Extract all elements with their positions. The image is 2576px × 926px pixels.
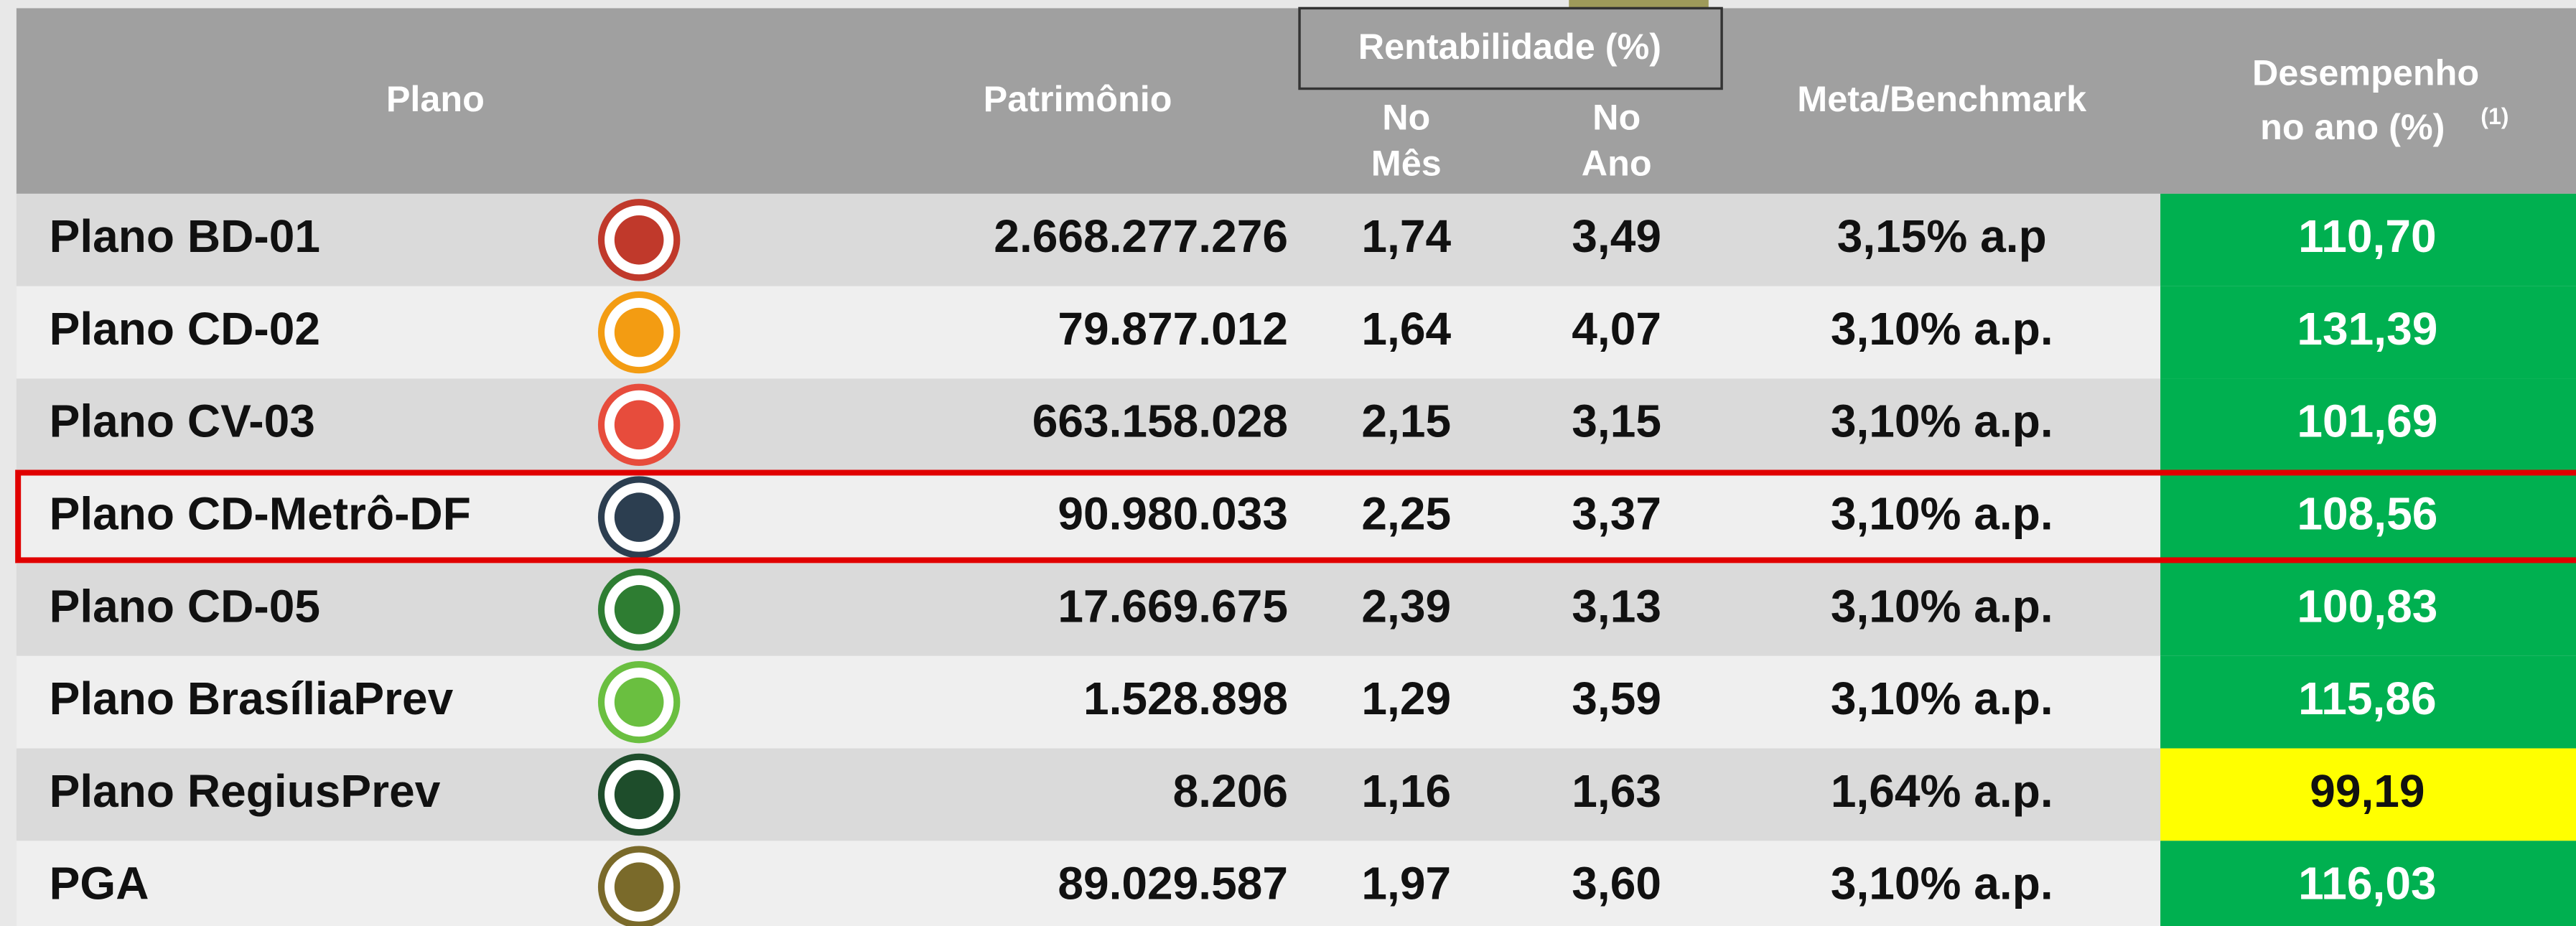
rent-ano: 3,60 [1572, 858, 1661, 909]
meta: 3,10% a.p. [1831, 396, 2053, 447]
desempenho: 115,86 [2298, 673, 2436, 724]
plan-name: Plano BrasíliaPrev [50, 673, 454, 724]
plan-name: Plano BD-01 [50, 210, 320, 262]
rent-mes: 2,15 [1361, 396, 1451, 447]
plan-icon-inner [614, 307, 664, 357]
desempenho: 108,56 [2297, 488, 2437, 540]
header-bar [16, 8, 2576, 194]
header-no-ano: No [1592, 96, 1641, 137]
header-meta: Meta/Benchmark [1797, 78, 2087, 119]
performance-cell [2160, 655, 2576, 749]
rent-ano: 3,13 [1572, 580, 1661, 632]
performance-cell [2160, 193, 2576, 286]
rent-mes: 1,74 [1361, 210, 1451, 262]
meta: 3,10% a.p. [1831, 580, 2053, 632]
rent-ano: 4,07 [1572, 303, 1661, 355]
header-rentabilidade: Rentabilidade (%) [1358, 26, 1661, 67]
plan-icon-inner [614, 585, 664, 635]
footnote: (1) [2481, 103, 2509, 129]
desempenho: 116,03 [2298, 858, 2436, 909]
meta: 3,10% a.p. [1831, 673, 2053, 724]
meta: 3,10% a.p. [1831, 858, 2053, 909]
patrimonio: 2.668.277.276 [994, 210, 1288, 262]
meta: 3,10% a.p. [1831, 488, 2053, 540]
desempenho: 131,39 [2297, 303, 2437, 355]
plan-icon-inner [614, 492, 664, 542]
plan-name: Plano CV-03 [50, 396, 315, 447]
desempenho: 99,19 [2310, 765, 2425, 817]
rent-ano: 3,15 [1572, 396, 1661, 447]
performance-cell [2160, 286, 2576, 379]
plan-icon-inner [614, 400, 664, 450]
rent-ano: 3,59 [1572, 673, 1661, 724]
header-no-mes: Mês [1371, 142, 1442, 183]
row-background [16, 286, 2161, 379]
desempenho: 101,69 [2297, 396, 2437, 447]
rent-mes: 1,64 [1361, 303, 1451, 355]
row-background [16, 563, 2161, 656]
patrimonio: 79.877.012 [1058, 303, 1288, 355]
plan-icon-inner [614, 862, 664, 912]
rent-ano: 3,37 [1572, 488, 1661, 540]
header-patrimonio: Patrimônio [984, 78, 1172, 119]
plan-name: Plano CD-05 [50, 580, 320, 632]
plan-name: Plano RegiusPrev [50, 765, 441, 817]
performance-cell [2160, 563, 2576, 656]
meta: 3,15% a.p [1837, 210, 2047, 262]
patrimonio: 1.528.898 [1083, 673, 1288, 724]
desempenho: 100,83 [2297, 580, 2437, 632]
header-desempenho: no ano (%) [2260, 106, 2445, 147]
header-plano: Plano [386, 78, 485, 119]
plan-icon-inner [614, 770, 664, 820]
row-background [16, 193, 2161, 286]
meta: 3,10% a.p. [1831, 303, 2053, 355]
plan-name: PGA [50, 858, 149, 909]
rent-mes: 2,25 [1361, 488, 1451, 540]
plan-name: Plano CD-02 [50, 303, 320, 355]
rentabilidade-box [1298, 6, 1723, 90]
rent-mes: 2,39 [1361, 580, 1451, 632]
row-background [16, 378, 2161, 472]
rent-mes: 1,16 [1361, 765, 1451, 817]
patrimonio: 17.669.675 [1058, 580, 1288, 632]
rent-ano: 3,49 [1572, 210, 1661, 262]
row-background [16, 471, 2161, 563]
header-desempenho: Desempenho [2252, 52, 2479, 93]
patrimonio: 90.980.033 [1058, 488, 1288, 540]
patrimonio: 8.206 [1173, 765, 1288, 817]
plan-icon-inner [614, 215, 664, 265]
rent-mes: 1,29 [1361, 673, 1451, 724]
performance-cell [2160, 748, 2576, 841]
highlight-border [15, 469, 2576, 563]
header-no-mes: No [1382, 96, 1430, 137]
rent-mes: 1,97 [1361, 858, 1451, 909]
performance-cell [2160, 841, 2576, 926]
patrimonio: 663.158.028 [1032, 396, 1288, 447]
plan-name: Plano CD-Metrô-DF [50, 488, 471, 540]
plan-icon-inner [614, 677, 664, 727]
patrimonio: 89.029.587 [1058, 858, 1288, 909]
row-background [16, 748, 2161, 841]
row-background [16, 655, 2161, 749]
rent-ano: 1,63 [1572, 765, 1661, 817]
performance-cell [2160, 471, 2576, 563]
header-no-ano: Ano [1582, 142, 1652, 183]
performance-cell [2160, 378, 2576, 472]
row-background [16, 841, 2161, 926]
meta: 1,64% a.p. [1831, 765, 2053, 817]
desempenho: 110,70 [2298, 210, 2436, 262]
